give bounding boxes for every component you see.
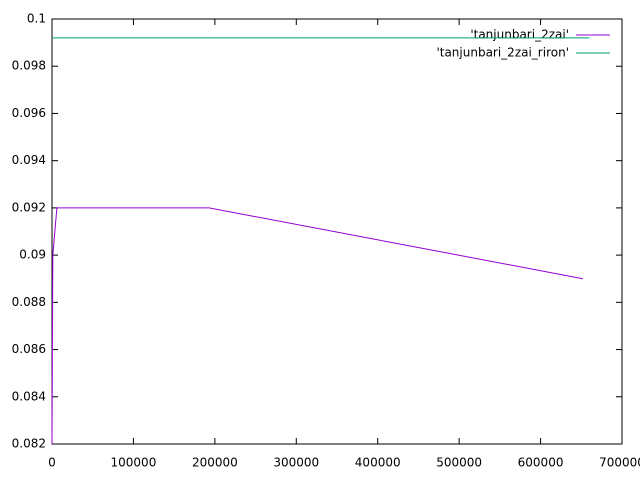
x-tick-label: 700000 (599, 456, 640, 470)
y-tick-label: 0.096 (12, 106, 46, 120)
y-tick-label: 0.09 (19, 248, 46, 262)
x-tick-label: 0 (48, 456, 56, 470)
x-tick-label: 100000 (111, 456, 157, 470)
x-tick-label: 400000 (355, 456, 401, 470)
plot-border (51, 18, 623, 445)
y-tick-label: 0.094 (12, 153, 46, 167)
y-tick-label: 0.082 (12, 437, 46, 451)
x-tick-label: 200000 (192, 456, 238, 470)
y-tick-label: 0.086 (12, 342, 46, 356)
legend-label: 'tanjunbari_2zai_riron' (436, 46, 569, 60)
x-tick-label: 500000 (436, 456, 482, 470)
x-tick-label: 300000 (273, 456, 319, 470)
y-tick-label: 0.098 (12, 59, 46, 73)
series-line (51, 207, 584, 445)
x-tick-label: 600000 (518, 456, 564, 470)
legend-label: 'tanjunbari_2zai' (470, 28, 569, 42)
y-tick-label: 0.088 (12, 295, 46, 309)
y-tick-label: 0.092 (12, 200, 46, 214)
y-tick-label: 0.1 (27, 12, 46, 26)
y-tick-label: 0.084 (12, 389, 46, 403)
